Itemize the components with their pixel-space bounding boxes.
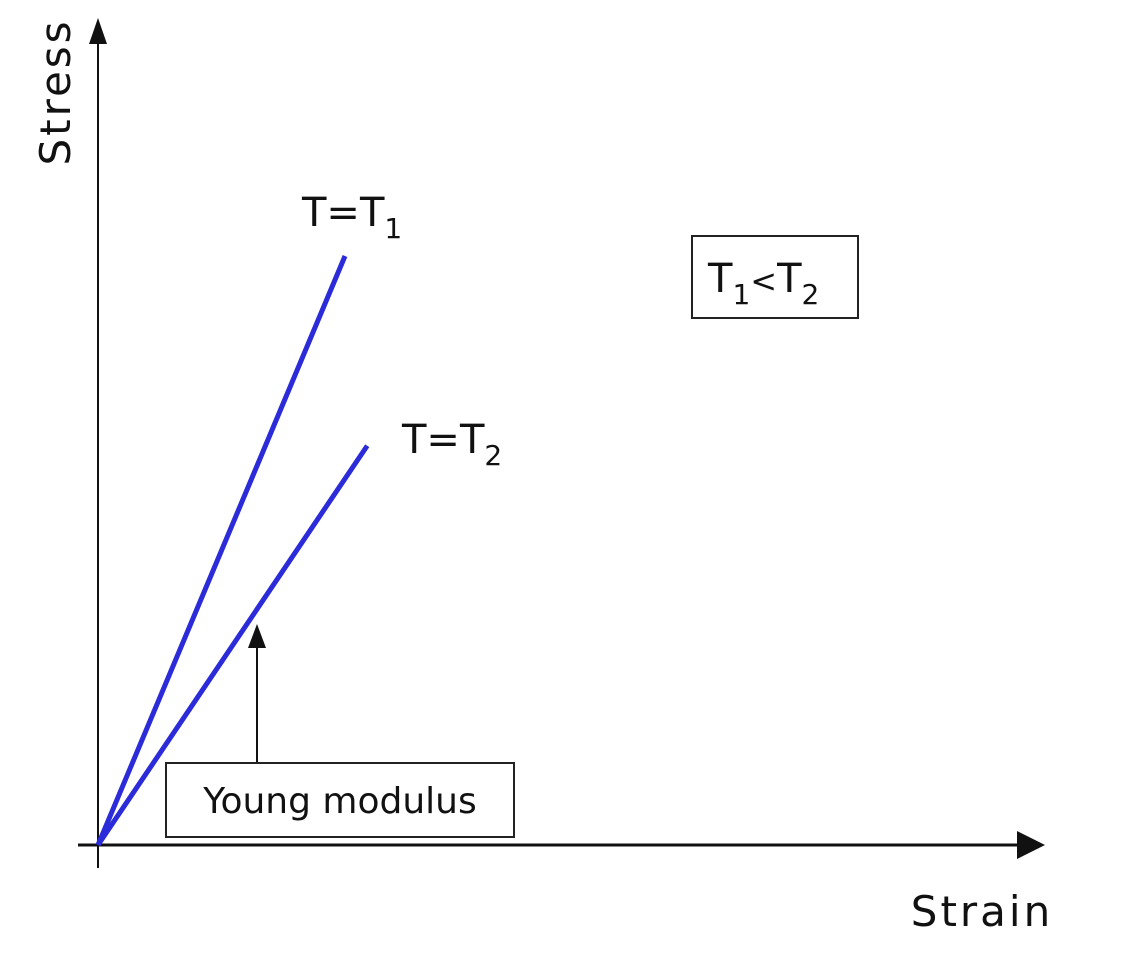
y-axis-arrowhead	[89, 18, 107, 44]
annotation-layer: T1<T2 Young modulus	[165, 235, 859, 838]
young-modulus-arrowhead	[248, 624, 266, 648]
relation-text: T1<T2	[707, 256, 819, 311]
x-axis-arrowhead	[1017, 831, 1045, 859]
relation-box	[691, 235, 859, 319]
young-modulus-box	[165, 762, 515, 838]
series-line-1	[95, 255, 348, 846]
young-modulus-label: Young modulus	[202, 781, 477, 822]
series-line-2	[95, 444, 370, 847]
series-layer: T=T1 T=T2	[95, 190, 502, 847]
axes-layer: Strain Stress	[31, 18, 1053, 936]
series-label-1: T=T1	[301, 190, 402, 245]
series-label-2: T=T2	[401, 417, 502, 472]
x-axis-label: Strain	[911, 887, 1053, 936]
y-axis-label: Stress	[31, 18, 80, 165]
